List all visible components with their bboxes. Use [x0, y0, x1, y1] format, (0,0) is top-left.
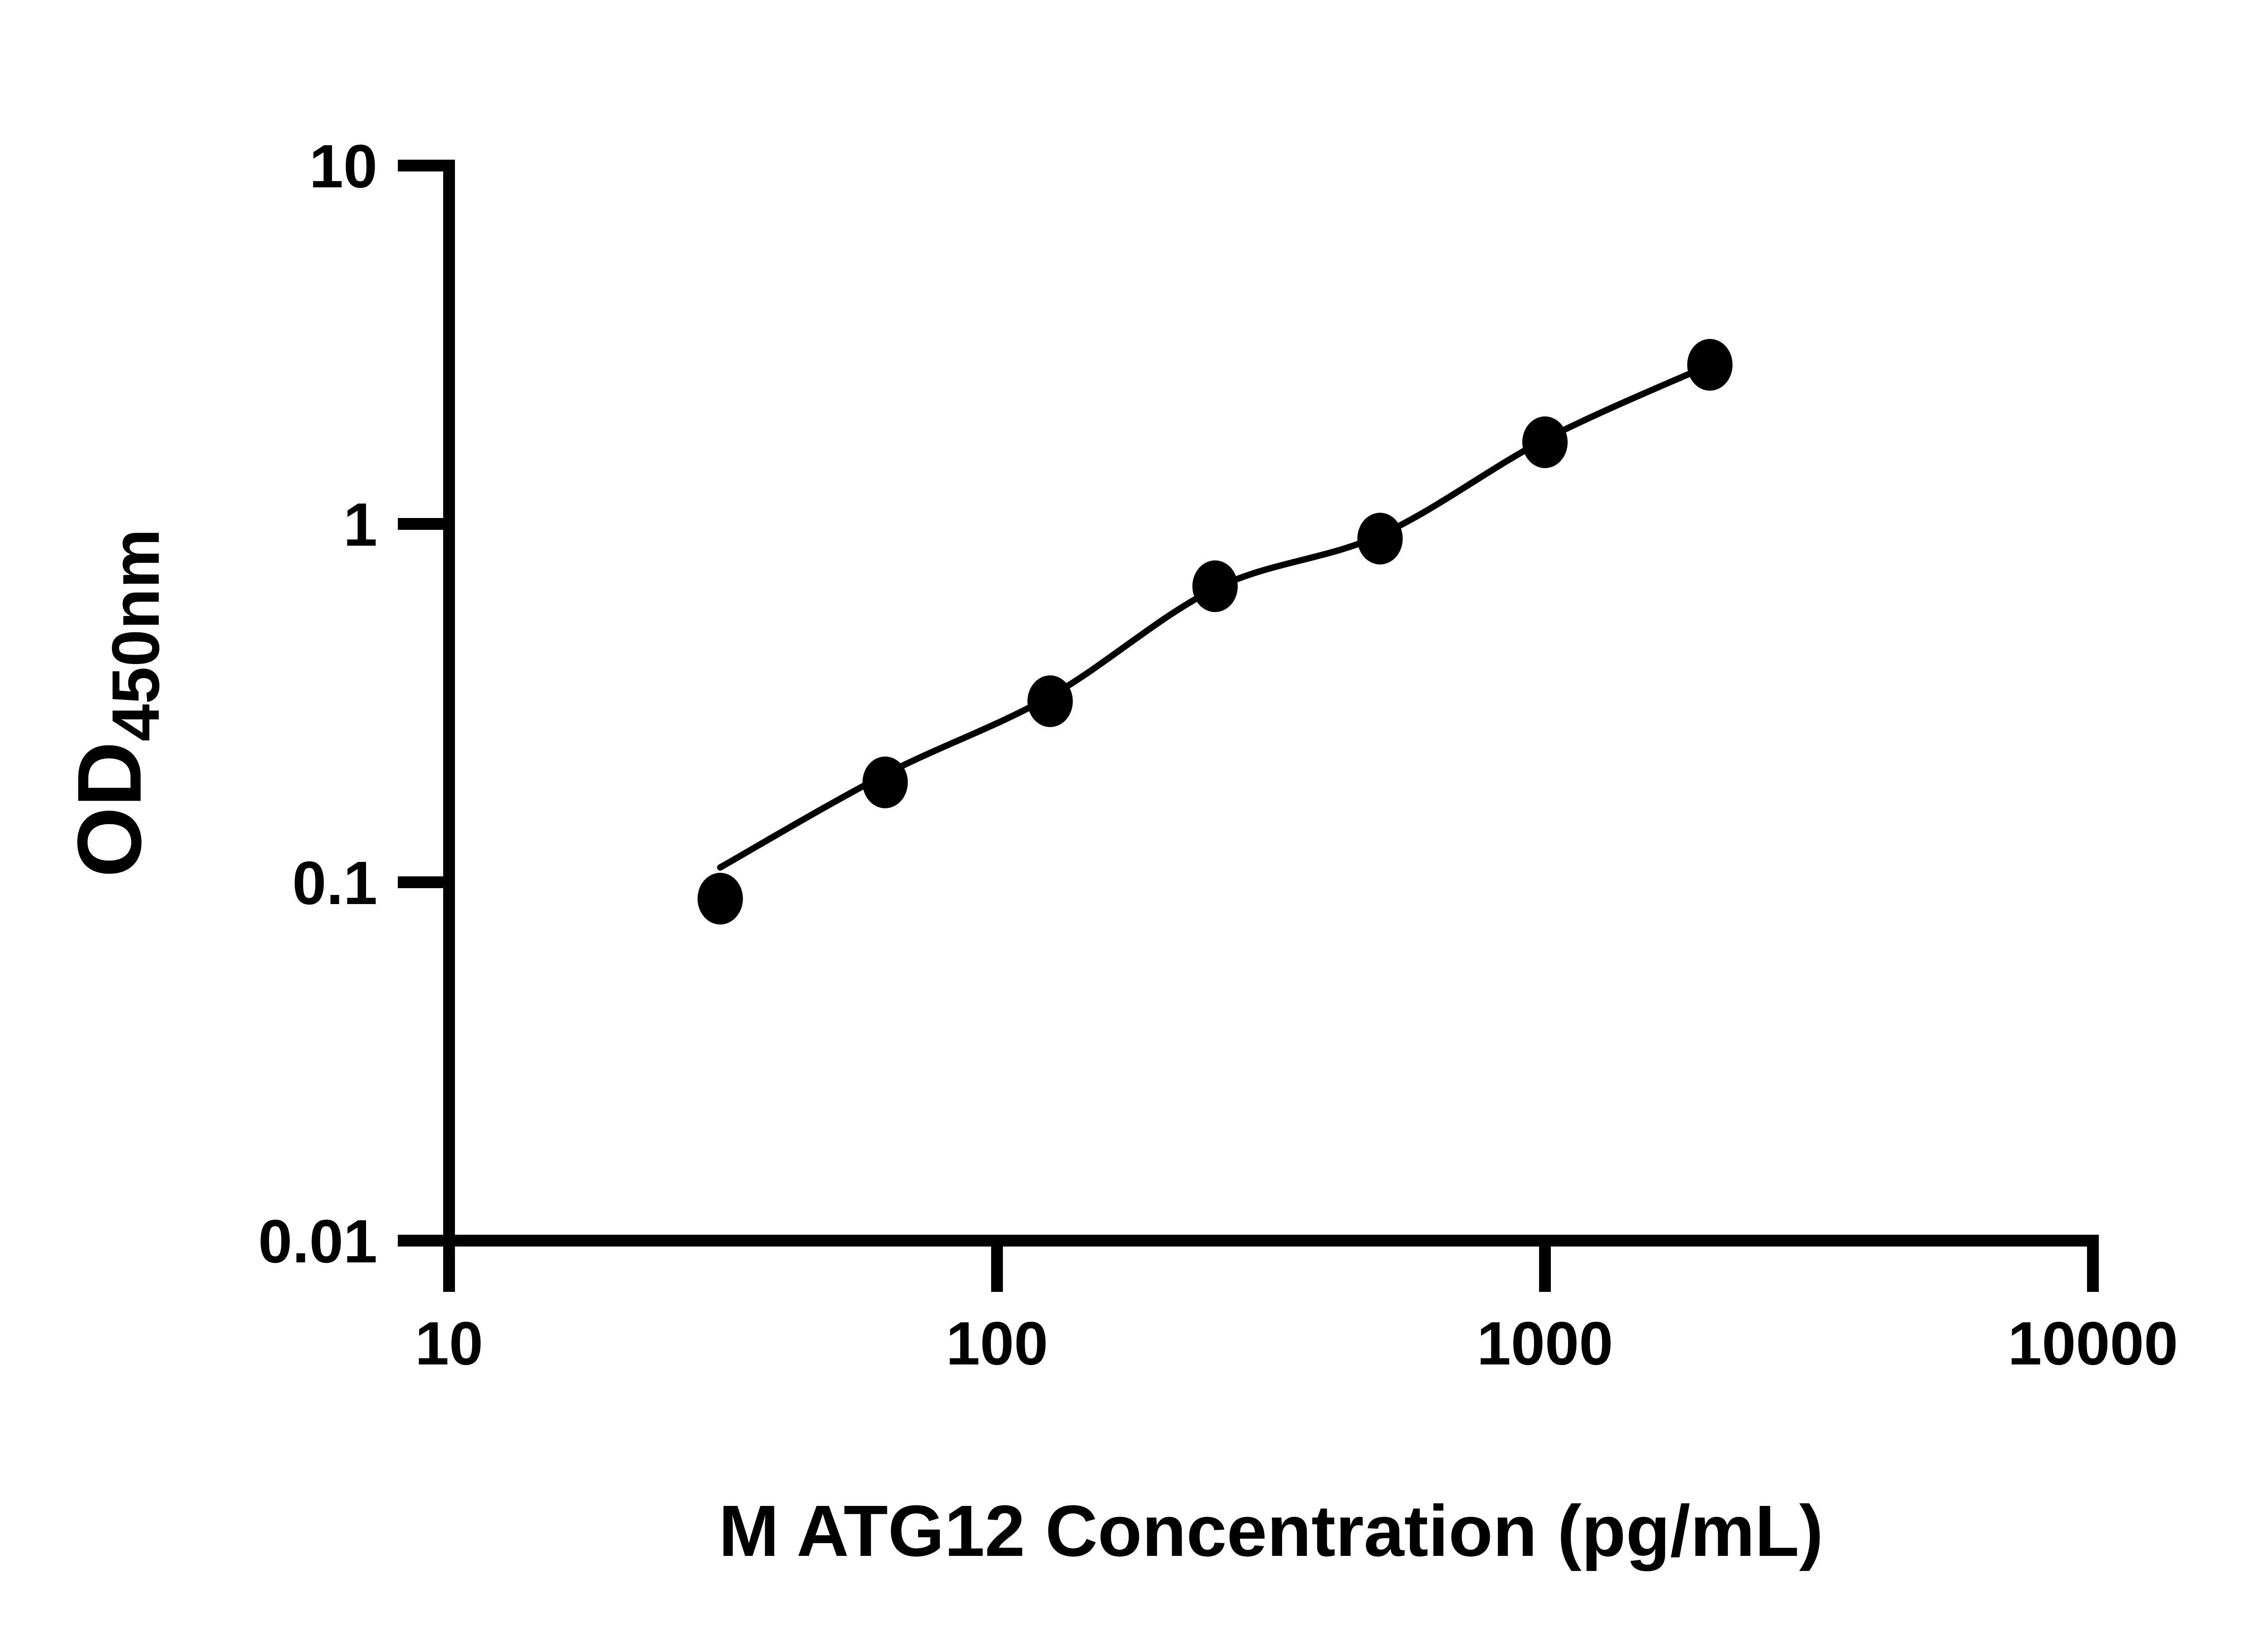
- x-axis-title: M ATG12 Concentration (pg/mL): [719, 1490, 1823, 1571]
- x-tick-label: 10: [415, 1309, 483, 1378]
- y-tick-label: 0.1: [292, 849, 377, 917]
- y-tick-label: 10: [309, 132, 377, 200]
- y-tick-label: 0.01: [258, 1207, 377, 1276]
- x-tick-label: 100: [946, 1309, 1048, 1378]
- data-point: [1687, 339, 1733, 391]
- data-point: [1027, 675, 1073, 727]
- x-tick-label: 10000: [2008, 1309, 2178, 1378]
- data-point: [862, 756, 908, 808]
- y-axis-title: OD450nm: [59, 529, 173, 878]
- data-point: [1357, 513, 1403, 565]
- y-axis-title-subscript: 450nm: [98, 529, 173, 742]
- data-point: [697, 873, 743, 925]
- y-axis-tick-labels: 10 1 0.1 0.01: [258, 132, 377, 1276]
- y-tick-label: 1: [343, 490, 377, 559]
- x-tick-label: 1000: [1477, 1309, 1613, 1378]
- data-point: [1522, 416, 1568, 468]
- x-axis-ticks: [443, 1241, 2099, 1292]
- x-axis-tick-labels: 10 100 1000 10000: [415, 1309, 2178, 1378]
- data-point-series: [697, 339, 1733, 925]
- data-point: [1192, 560, 1238, 612]
- y-axis-ticks: [398, 160, 449, 1247]
- y-axis-title-main: OD: [59, 741, 160, 877]
